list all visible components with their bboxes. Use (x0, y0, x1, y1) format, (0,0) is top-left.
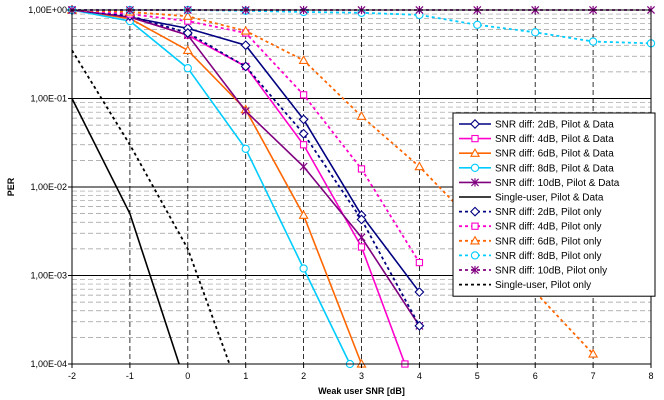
x-tick-label: 1 (243, 371, 248, 381)
y-tick-label: 1,00E-04 (30, 359, 67, 369)
x-axis-title: Weak user SNR [dB] (318, 386, 405, 396)
data-point-marker (241, 107, 250, 116)
series-line (71, 49, 231, 365)
legend-label: Single-user, Pilot only (495, 280, 591, 291)
data-point-marker (357, 233, 366, 242)
series-12 (71, 49, 231, 365)
data-point-marker (414, 320, 425, 331)
data-point-marker (356, 111, 367, 120)
legend-entry: SNR diff: 2dB, Pilot & Data (459, 119, 614, 131)
x-tick-label: 4 (417, 371, 422, 381)
y-tick-label: 1,00E-02 (30, 182, 67, 192)
legend-entry: SNR diff: 4dB, Pilot & Data (459, 134, 614, 145)
data-point-marker (240, 40, 251, 51)
data-point-marker (299, 264, 308, 273)
data-point-marker (470, 178, 480, 187)
legend-entry: SNR diff: 2dB, Pilot only (459, 206, 602, 218)
data-point-marker (470, 119, 480, 129)
data-point-marker (470, 206, 480, 217)
legend-label: SNR diff: 8dB, Pilot only (495, 251, 602, 262)
data-point-marker (182, 11, 193, 20)
data-point-marker (414, 287, 425, 298)
data-point-marker (299, 91, 308, 99)
legend-label: SNR diff: 10dB, Pilot only (495, 266, 607, 277)
x-tick-label: 3 (359, 371, 364, 381)
data-point-marker (415, 258, 424, 267)
data-point-marker (531, 28, 540, 37)
data-point-marker (298, 128, 309, 139)
data-point-marker (356, 214, 367, 225)
y-tick-label: 1,00E-01 (30, 94, 67, 104)
x-tick-label: -2 (68, 371, 76, 381)
data-point-marker (469, 147, 481, 157)
data-point-marker (240, 61, 251, 72)
x-tick-label: 0 (185, 371, 190, 381)
data-point-marker (299, 141, 308, 149)
legend-label: SNR diff: 8dB, Pilot & Data (495, 163, 614, 174)
x-tick-label: 2 (301, 371, 306, 381)
legend-entry: Single-user, Pilot only (459, 280, 591, 291)
legend-entry: SNR diff: 10dB, Pilot only (459, 266, 607, 277)
data-point-marker (470, 265, 480, 275)
data-point-marker (240, 25, 251, 35)
legend-entry: SNR diff: 10dB, Pilot & Data (459, 178, 620, 189)
series-6 (71, 98, 180, 365)
data-point-marker (182, 28, 193, 38)
legend-label: SNR diff: 6dB, Pilot & Data (495, 149, 614, 160)
legend-box (452, 112, 656, 297)
data-point-marker (470, 251, 480, 260)
series-line (71, 9, 363, 365)
x-tick-label: 6 (533, 371, 538, 381)
data-point-marker (241, 144, 250, 153)
data-point-marker (414, 161, 425, 171)
legend-entry: SNR diff: 4dB, Pilot only (459, 222, 602, 233)
legend-label: SNR diff: 10dB, Pilot & Data (495, 178, 620, 189)
data-point-marker (183, 64, 192, 73)
data-point-marker (588, 348, 599, 358)
series-line (71, 98, 180, 365)
x-tick-label: -1 (126, 371, 134, 381)
data-point-marker (471, 222, 479, 230)
legend-entry: SNR diff: 6dB, Pilot only (459, 235, 602, 247)
x-tick-label: 7 (591, 371, 596, 381)
data-point-marker (298, 114, 309, 125)
data-point-marker (298, 55, 309, 64)
legend-entry: SNR diff: 6dB, Pilot & Data (459, 147, 614, 160)
data-point-marker (357, 165, 366, 173)
data-point-marker (473, 20, 482, 29)
series-group (66, 4, 656, 369)
data-point-marker (182, 45, 193, 54)
legend-entry: SNR diff: 8dB, Pilot only (459, 251, 602, 262)
data-point-marker (471, 134, 479, 143)
data-point-marker (298, 209, 309, 219)
legend-entry: SNR diff: 8dB, Pilot & Data (459, 163, 614, 174)
data-point-marker (588, 37, 598, 46)
y-axis-title: PER (6, 177, 16, 196)
y-tick-label: 1,00E+00 (28, 5, 67, 15)
legend: SNR diff: 2dB, Pilot & Data SNR diff: 4dB… (452, 112, 656, 297)
series-line (71, 9, 351, 365)
x-tick-label: 5 (475, 371, 480, 381)
legend-label: SNR diff: 6dB, Pilot only (495, 236, 602, 247)
x-tick-label: 8 (648, 371, 653, 381)
legend-label: SNR diff: 2dB, Pilot only (495, 207, 602, 218)
legend-label: SNR diff: 4dB, Pilot & Data (495, 134, 614, 145)
data-point-marker (357, 243, 366, 251)
data-point-marker (299, 162, 308, 171)
legend-label: SNR diff: 2dB, Pilot & Data (495, 120, 614, 131)
legend-label: Single-user, Pilot & Data (495, 193, 604, 204)
data-point-marker (469, 235, 481, 245)
legend-entry: Single-user, Pilot & Data (459, 193, 604, 204)
legend-label: SNR diff: 4dB, Pilot only (495, 222, 602, 233)
data-point-marker (470, 163, 480, 172)
y-tick-label: 1,00E-03 (30, 271, 67, 281)
